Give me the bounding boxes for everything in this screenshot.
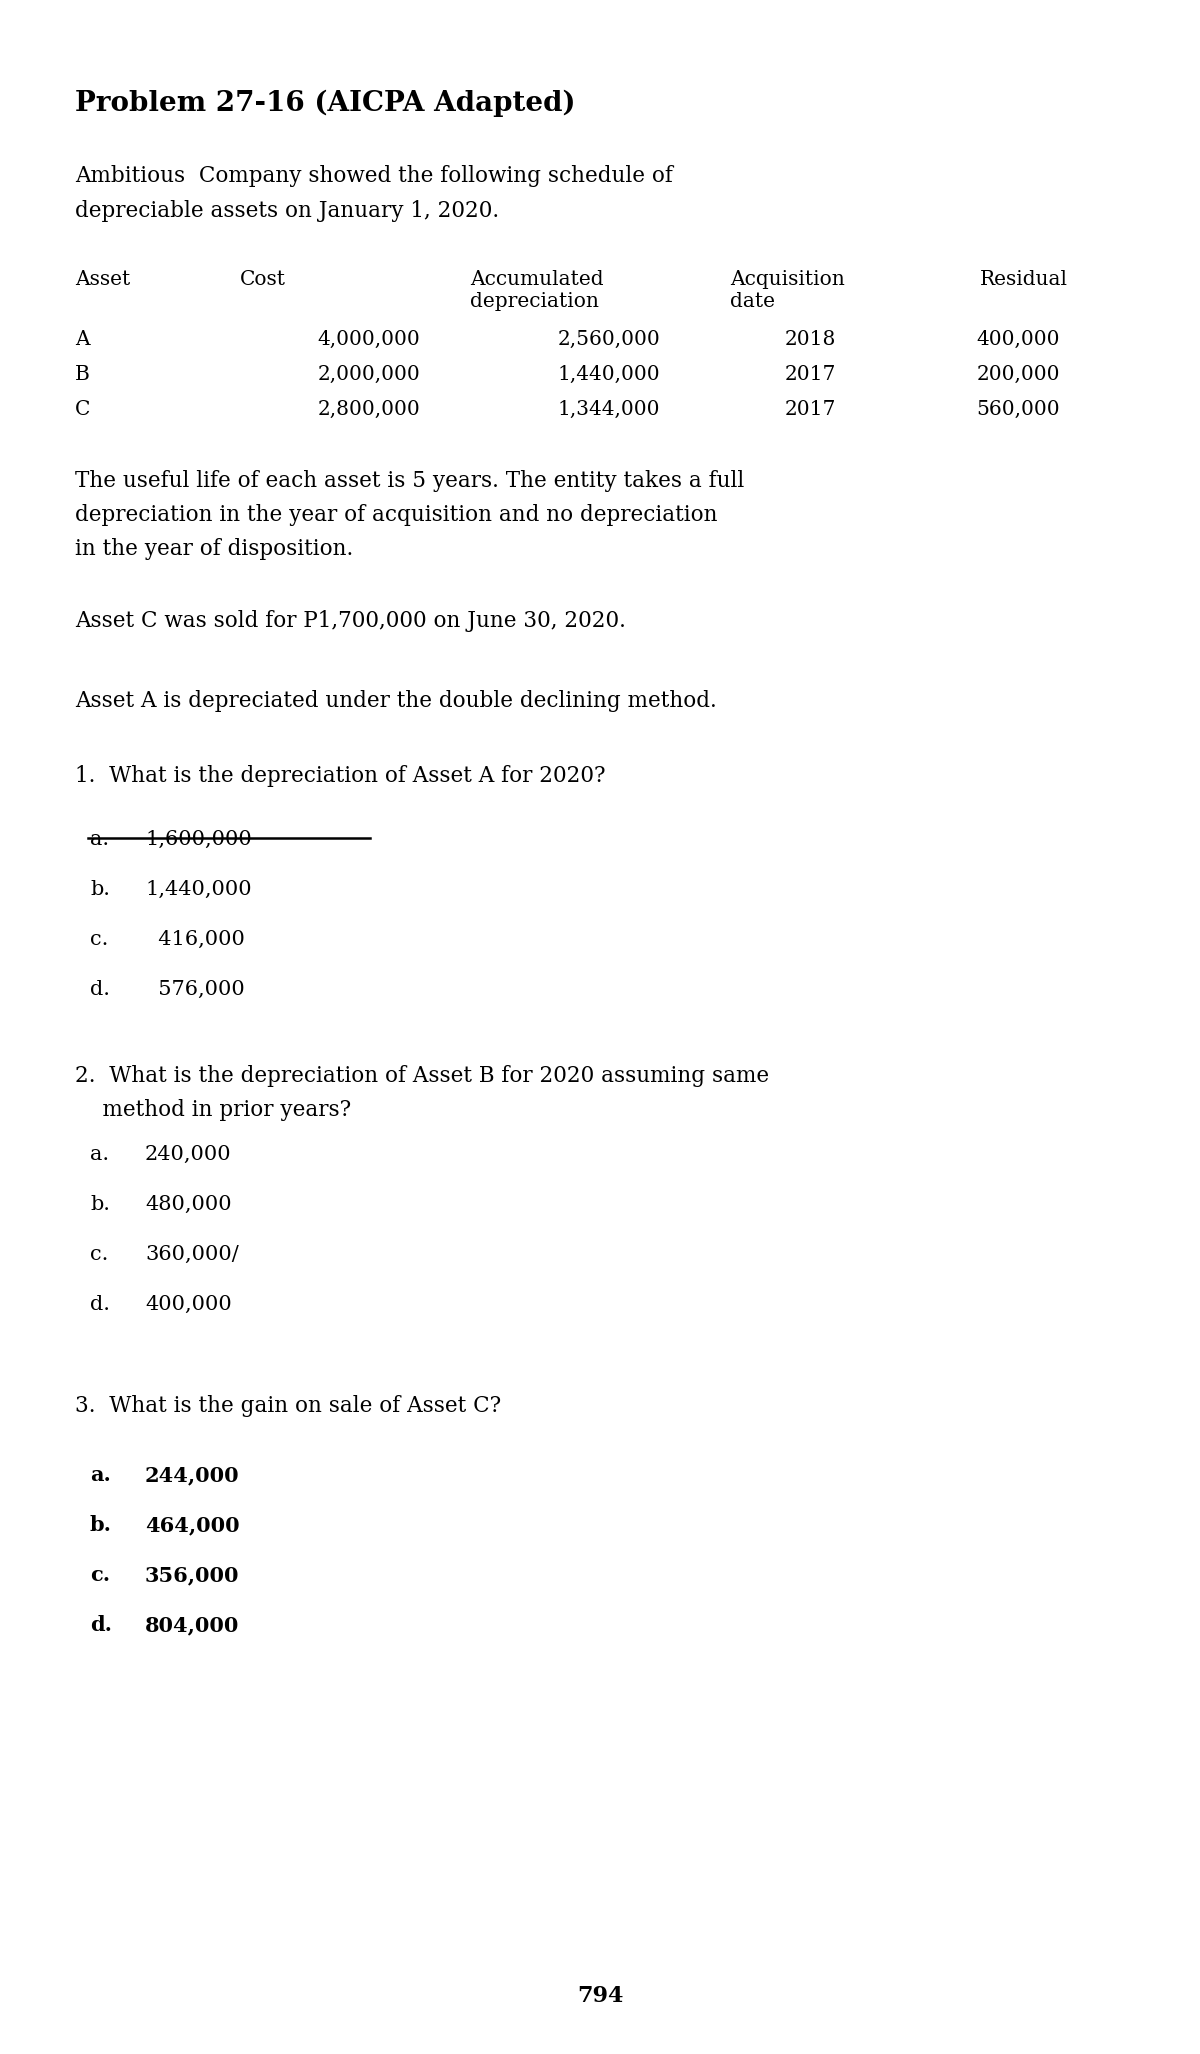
Text: c.: c. — [90, 1565, 110, 1586]
Text: 2,800,000: 2,800,000 — [317, 401, 420, 419]
Text: Asset: Asset — [74, 269, 131, 290]
Text: c.: c. — [90, 930, 108, 949]
Text: d.: d. — [90, 1294, 110, 1315]
Text: date: date — [730, 292, 775, 310]
Text: B: B — [74, 366, 90, 384]
Text: 240,000: 240,000 — [145, 1144, 232, 1165]
Text: a.: a. — [90, 1465, 110, 1485]
Text: 1,600,000: 1,600,000 — [145, 830, 252, 848]
Text: 560,000: 560,000 — [977, 401, 1060, 419]
Text: 2,000,000: 2,000,000 — [317, 366, 420, 384]
Text: b.: b. — [90, 1195, 110, 1214]
Text: 244,000: 244,000 — [145, 1465, 240, 1485]
Text: 2017: 2017 — [785, 401, 835, 419]
Text: c.: c. — [90, 1245, 108, 1263]
Text: C: C — [74, 401, 90, 419]
Text: method in prior years?: method in prior years? — [74, 1099, 352, 1121]
Text: Asset C was sold for P1,700,000 on June 30, 2020.: Asset C was sold for P1,700,000 on June … — [74, 610, 626, 633]
Text: 576,000: 576,000 — [145, 980, 245, 998]
Text: Asset A is depreciated under the double declining method.: Asset A is depreciated under the double … — [74, 690, 716, 713]
Text: 400,000: 400,000 — [977, 331, 1060, 349]
Text: 1.  What is the depreciation of Asset A for 2020?: 1. What is the depreciation of Asset A f… — [74, 764, 606, 787]
Text: 2,560,000: 2,560,000 — [557, 331, 660, 349]
Text: in the year of disposition.: in the year of disposition. — [74, 538, 353, 561]
Text: The useful life of each asset is 5 years. The entity takes a full: The useful life of each asset is 5 years… — [74, 470, 744, 493]
Text: Acquisition: Acquisition — [730, 269, 845, 290]
Text: b.: b. — [90, 1516, 112, 1534]
Text: 804,000: 804,000 — [145, 1614, 239, 1635]
Text: 400,000: 400,000 — [145, 1294, 232, 1315]
Text: Problem 27-16 (AICPA Adapted): Problem 27-16 (AICPA Adapted) — [74, 90, 576, 117]
Text: d.: d. — [90, 980, 110, 998]
Text: 416,000: 416,000 — [145, 930, 245, 949]
Text: 4,000,000: 4,000,000 — [317, 331, 420, 349]
Text: Residual: Residual — [980, 269, 1068, 290]
Text: depreciation in the year of acquisition and no depreciation: depreciation in the year of acquisition … — [74, 503, 718, 526]
Text: 480,000: 480,000 — [145, 1195, 232, 1214]
Text: b.: b. — [90, 879, 110, 900]
Text: 1,440,000: 1,440,000 — [557, 366, 660, 384]
Text: 200,000: 200,000 — [977, 366, 1060, 384]
Text: 360,000/: 360,000/ — [145, 1245, 239, 1263]
Text: 2017: 2017 — [785, 366, 835, 384]
Text: 356,000: 356,000 — [145, 1565, 240, 1586]
Text: d.: d. — [90, 1614, 112, 1635]
Text: A: A — [74, 331, 90, 349]
Text: Accumulated: Accumulated — [470, 269, 604, 290]
Text: 464,000: 464,000 — [145, 1516, 240, 1534]
Text: depreciable assets on January 1, 2020.: depreciable assets on January 1, 2020. — [74, 199, 499, 222]
Text: 794: 794 — [577, 1984, 623, 2007]
Text: depreciation: depreciation — [470, 292, 599, 310]
Text: 3.  What is the gain on sale of Asset C?: 3. What is the gain on sale of Asset C? — [74, 1395, 502, 1417]
Text: 1,344,000: 1,344,000 — [558, 401, 660, 419]
Text: Ambitious  Company showed the following schedule of: Ambitious Company showed the following s… — [74, 164, 673, 187]
Text: 1,440,000: 1,440,000 — [145, 879, 252, 900]
Text: Cost: Cost — [240, 269, 286, 290]
Text: a.: a. — [90, 830, 109, 848]
Text: 2.  What is the depreciation of Asset B for 2020 assuming same: 2. What is the depreciation of Asset B f… — [74, 1066, 769, 1087]
Text: a.: a. — [90, 1144, 109, 1165]
Text: 2018: 2018 — [785, 331, 835, 349]
